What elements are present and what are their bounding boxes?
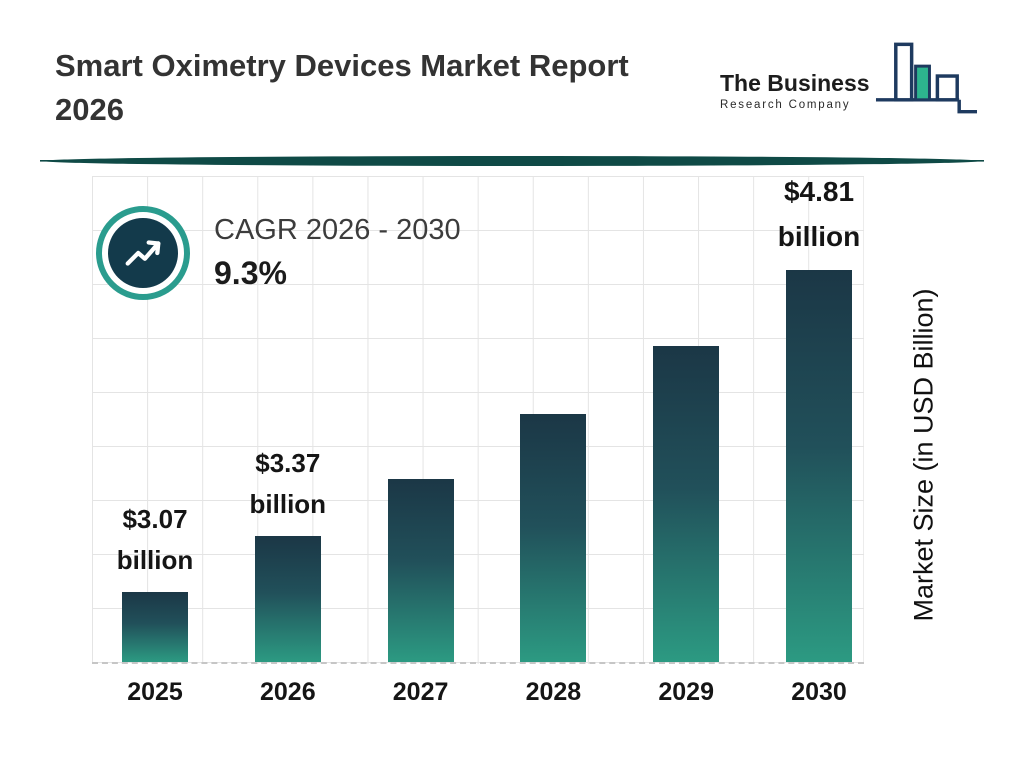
- bar-2027: [387, 479, 454, 662]
- cagr-text: CAGR 2026 - 2030 9.3%: [214, 206, 461, 292]
- x-axis-label-2029: 2029: [658, 678, 714, 706]
- cagr-badge: CAGR 2026 - 2030 9.3%: [96, 206, 461, 300]
- bar-2030: [786, 270, 852, 662]
- x-axis-label-2027: 2027: [392, 678, 449, 706]
- bar-2029: [653, 346, 720, 662]
- page-title: Smart Oximetry Devices Market Report 202…: [55, 44, 629, 132]
- x-axis-label-2025: 2025: [127, 678, 183, 706]
- trend-up-icon: [125, 240, 161, 266]
- bar-value-label-2030: $4.81 billion: [777, 176, 861, 253]
- x-axis-label-2028: 2028: [525, 678, 582, 706]
- page-title-line1: Smart Oximetry Devices Market Report: [55, 48, 629, 83]
- company-name: The Business: [720, 70, 870, 97]
- x-axis: 2025 2026 2027 2028 2029 2030: [92, 678, 864, 710]
- company-logo: The Business Research Company: [720, 36, 978, 124]
- logo-chart-icon: [875, 42, 977, 114]
- cagr-icon-ring: [96, 206, 190, 300]
- company-subtitle: Research Company: [720, 98, 851, 111]
- divider-line: [40, 156, 984, 166]
- x-axis-label-2030: 2030: [791, 678, 847, 706]
- bar-value-label-2025: $3.07 billion: [116, 503, 194, 576]
- bar-2025: [122, 592, 188, 662]
- page-title-line2: 2026: [55, 92, 124, 128]
- plot-area: $3.07 billion $3.37 billion $4.81 billion: [92, 176, 864, 664]
- company-logo-text: The Business Research Company: [720, 49, 870, 111]
- bar-value-label-2026: $3.37 billion: [249, 447, 327, 520]
- cagr-value: 9.3%: [214, 255, 287, 291]
- bar-2028: [520, 414, 587, 662]
- cagr-label: CAGR 2026 - 2030: [214, 214, 461, 246]
- x-axis-label-2026: 2026: [259, 678, 316, 706]
- y-axis-title: Market Size (in USD Billion): [908, 288, 939, 622]
- bar-2026: [254, 536, 321, 662]
- cagr-icon-circle: [108, 218, 178, 288]
